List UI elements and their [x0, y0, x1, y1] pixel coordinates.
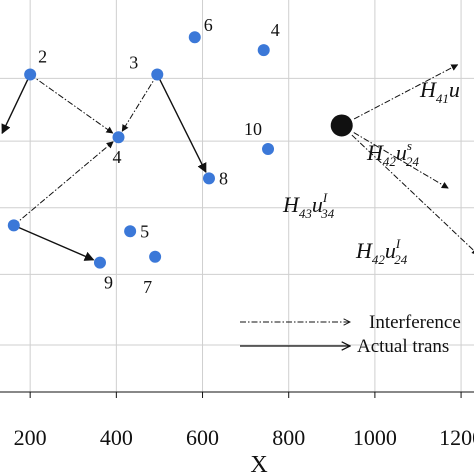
formulas: H41u H42us 24 H43uI 34 H42uI 24 — [282, 77, 460, 267]
hub-arrow-0 — [353, 64, 459, 120]
node-point-9 — [93, 256, 106, 269]
legend-label-interference: Interference — [369, 312, 461, 333]
x-tick-label: 200 — [14, 425, 47, 450]
x-tick-label: 600 — [186, 425, 219, 450]
formula-h43: H43uI 34 — [282, 190, 335, 221]
node-label-4b: 4 — [113, 147, 122, 167]
formula-h42-s: H42us 24 — [366, 138, 419, 169]
formula-h41: H41u — [419, 77, 460, 106]
link-2-offscreen — [1, 74, 31, 135]
node-label-3: 3 — [129, 52, 138, 72]
link-src-to-4b-dashdot — [13, 141, 114, 226]
node-point-src — [7, 219, 20, 232]
node-label-9: 9 — [104, 273, 113, 293]
node-label-5: 5 — [140, 221, 149, 241]
legend-label-actual: Actual trans — [357, 336, 449, 357]
x-tick-label: 800 — [272, 425, 305, 450]
node-point-2 — [24, 68, 37, 81]
links — [1, 64, 474, 261]
node-point-6 — [188, 31, 201, 44]
node-point-4b — [112, 131, 125, 144]
grid — [0, 0, 474, 392]
x-tick-label: 1200 — [439, 425, 474, 450]
node-point-8 — [202, 172, 215, 185]
link-3-to-8-solid — [156, 74, 207, 173]
node-point-7 — [149, 250, 162, 263]
link-src-to-9-solid — [13, 224, 95, 261]
node-point-5 — [124, 225, 137, 238]
x-axis-title: X — [250, 452, 267, 474]
formula-h42-i: H42uI 24 — [355, 236, 408, 267]
node-label-7: 7 — [143, 277, 152, 297]
x-tick-label: 400 — [100, 425, 133, 450]
x-axis-ticks: 200 400 600 800 1000 1200 — [14, 392, 474, 450]
node-point-3 — [151, 68, 164, 81]
node-label-10: 10 — [244, 119, 262, 139]
node-label-2: 2 — [38, 46, 47, 66]
x-tick-label: 1000 — [353, 425, 397, 450]
node-label-8: 8 — [219, 168, 228, 188]
node-point-4a — [257, 44, 270, 57]
hub-node — [330, 114, 353, 137]
node-label-4a: 4 — [271, 20, 280, 40]
node-point-10 — [262, 142, 275, 155]
link-3-to-4b-dashdot — [121, 74, 158, 132]
legend: Interference Actual trans — [240, 312, 461, 357]
link-2-to-4b-dashdot — [29, 74, 114, 134]
nodes: 2 6 4 3 4 10 8 5 9 7 — [7, 15, 353, 297]
hub-arrow-1 — [353, 132, 449, 189]
node-label-6: 6 — [204, 15, 213, 35]
